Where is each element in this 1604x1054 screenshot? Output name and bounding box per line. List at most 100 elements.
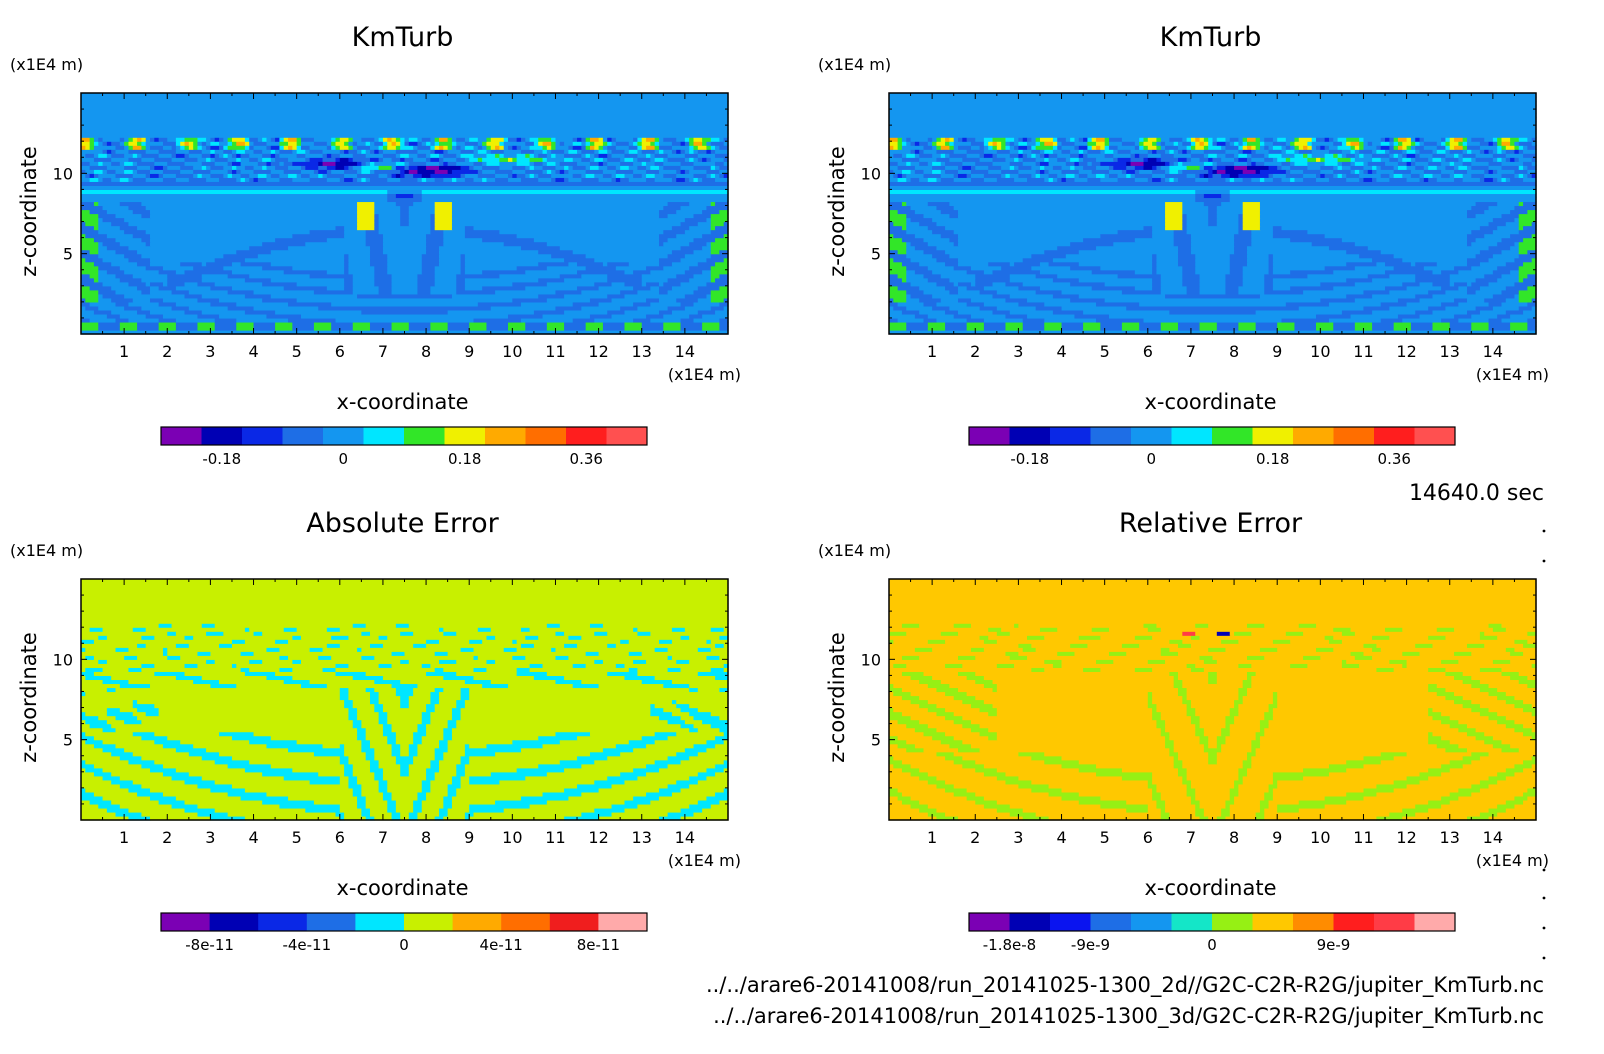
- heatmap-cell: [124, 141, 130, 146]
- y-unit-label: (x1E4 m): [10, 55, 83, 74]
- heatmap-cell: [607, 165, 617, 170]
- heatmap-cell: [1022, 321, 1045, 327]
- heatmap-cell: [689, 137, 695, 142]
- heatmap-cell: [996, 711, 1153, 717]
- heatmap-cell: [901, 277, 907, 283]
- heatmap-cell: [958, 233, 1101, 239]
- heatmap-cell: [137, 791, 164, 797]
- heatmap-cell: [654, 173, 664, 178]
- heatmap-cell: [1087, 141, 1097, 146]
- heatmap-cell: [1177, 249, 1192, 255]
- heatmap-cell: [408, 623, 548, 628]
- heatmap-cell: [1415, 161, 1429, 166]
- heatmap-cell: [1039, 149, 1045, 154]
- heatmap-cell: [693, 165, 712, 170]
- heatmap-cell: [1423, 145, 1438, 150]
- heatmap-cell: [1281, 149, 1287, 154]
- heatmap-cell: [589, 141, 595, 146]
- heatmap-cell: [1337, 157, 1352, 162]
- heatmap-cell: [1113, 153, 1132, 158]
- heatmap-cell: [910, 169, 916, 174]
- heatmap-cell: [244, 787, 354, 793]
- heatmap-cell: [137, 285, 151, 291]
- heatmap-cell: [391, 791, 419, 797]
- heatmap-cell: [689, 177, 695, 182]
- heatmap-cell: [1014, 261, 1041, 267]
- heatmap-cell: [124, 217, 358, 223]
- heatmap-cell: [451, 293, 539, 299]
- heatmap-cell: [983, 149, 998, 154]
- heatmap-cell: [680, 325, 703, 331]
- heatmap-cell: [723, 627, 729, 632]
- heatmap-cell: [646, 763, 669, 769]
- heatmap-cell: [1462, 145, 1468, 150]
- heatmap-cell: [962, 755, 1032, 761]
- heatmap-cell: [81, 671, 95, 676]
- heatmap-cell: [240, 651, 255, 656]
- heatmap-cell: [697, 671, 729, 676]
- heatmap-cell: [219, 679, 285, 685]
- heatmap-cell: [378, 763, 401, 769]
- heatmap-cell: [1044, 141, 1054, 146]
- heatmap-cell: [275, 137, 281, 142]
- heatmap-cell: [646, 173, 656, 178]
- heatmap-cell: [525, 137, 531, 142]
- heatmap-cell: [1247, 141, 1261, 146]
- heatmap-cell: [1199, 137, 1205, 142]
- heatmap-cell: [1406, 137, 1412, 142]
- heatmap-cell: [1488, 205, 1516, 211]
- heatmap-cell: [923, 149, 938, 154]
- heatmap-cell: [102, 177, 112, 182]
- heatmap-cell: [469, 639, 483, 644]
- heatmap-cell: [1130, 161, 1145, 166]
- heatmap-cell: [300, 659, 401, 664]
- heatmap-cell: [1432, 325, 1451, 331]
- heatmap-cell: [1100, 321, 1123, 327]
- heatmap-cell: [1523, 153, 1537, 158]
- heatmap-cell: [1264, 281, 1274, 287]
- heatmap-cell: [387, 137, 393, 142]
- heatmap-cell: [240, 795, 289, 801]
- heatmap-cell: [357, 217, 375, 223]
- heatmap-cell: [516, 233, 660, 239]
- heatmap-cell: [1255, 321, 1278, 327]
- heatmap-cell: [417, 723, 427, 729]
- heatmap-cell: [1419, 177, 1425, 182]
- heatmap-cell: [676, 177, 686, 182]
- heatmap-cell: [1505, 285, 1528, 291]
- heatmap-cell: [197, 141, 203, 146]
- heatmap-cell: [357, 779, 380, 785]
- heatmap-cell: [451, 707, 462, 713]
- heatmap-cell: [378, 699, 401, 705]
- heatmap-cell: [369, 149, 375, 154]
- heatmap-cell: [1510, 245, 1520, 251]
- heatmap-cell: [581, 289, 621, 295]
- heatmap-cell: [1156, 165, 1162, 170]
- heatmap-cell: [1182, 141, 1192, 146]
- heatmap-cell: [680, 707, 699, 713]
- heatmap-cell: [1190, 715, 1201, 721]
- heatmap-cell: [1195, 269, 1231, 275]
- heatmap-cell: [404, 157, 414, 162]
- heatmap-cell: [434, 651, 449, 656]
- heatmap-cell: [542, 663, 574, 668]
- heatmap-cell: [106, 169, 117, 174]
- heatmap-cell: [1497, 811, 1537, 817]
- heatmap-cell: [279, 161, 285, 166]
- heatmap-cell: [197, 783, 233, 789]
- heatmap-cell: [369, 743, 393, 749]
- heatmap-cell: [1139, 153, 1149, 158]
- heatmap-cell: [1441, 711, 1481, 717]
- heatmap-cell: [1281, 153, 1296, 158]
- heatmap-cell: [400, 157, 406, 162]
- heatmap-cell: [141, 145, 147, 150]
- heatmap-cell: [464, 157, 470, 162]
- heatmap-cell: [1285, 149, 1296, 154]
- heatmap-cell: [180, 169, 194, 174]
- heatmap-cell: [1501, 301, 1528, 307]
- heatmap-cell: [914, 313, 929, 319]
- heatmap-cell: [387, 177, 401, 182]
- heatmap-cell: [93, 173, 99, 178]
- heatmap-cell: [1259, 205, 1472, 211]
- heatmap-cell: [949, 743, 972, 749]
